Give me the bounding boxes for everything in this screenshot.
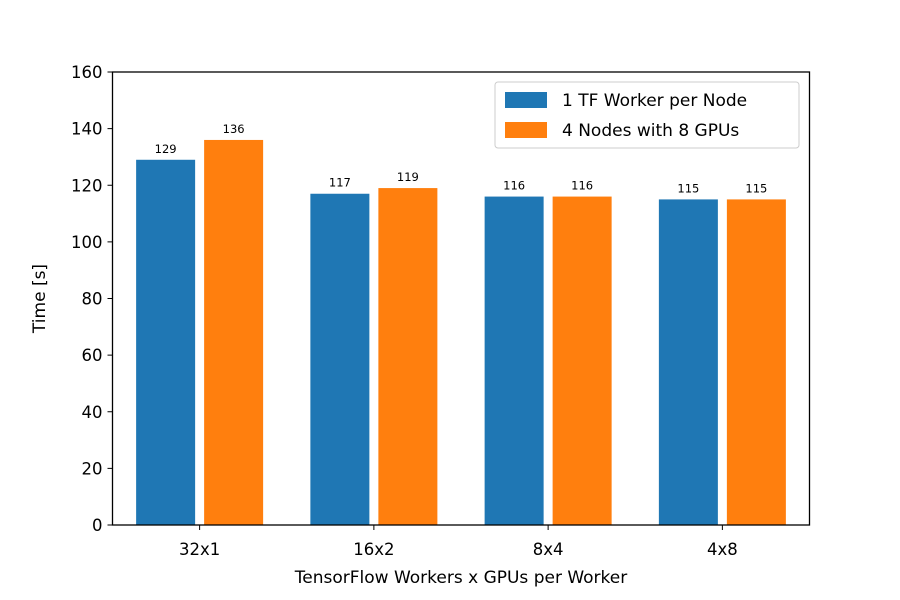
y-tick-label-100: 100	[71, 233, 103, 252]
y-tick-label-80: 80	[82, 290, 103, 309]
value-label-4x8-series-2: 115	[745, 181, 767, 195]
value-label-32x1-series-1: 129	[155, 142, 177, 156]
y-axis-label: Time [s]	[30, 264, 50, 334]
bar-32x1-series-1	[136, 159, 196, 526]
y-tick-label-60: 60	[82, 346, 103, 365]
value-label-16x2-series-1: 117	[329, 176, 351, 190]
bar-8x4-series-2	[552, 196, 612, 525]
x-tick-label-4x8: 4x8	[707, 540, 738, 559]
y-tick-label-40: 40	[82, 403, 103, 422]
legend-swatch-series-2	[505, 122, 547, 138]
y-tick-label-160: 160	[71, 63, 103, 82]
legend-label-series-1: 1 TF Worker per Node	[562, 91, 747, 111]
value-label-4x8-series-1: 115	[677, 181, 699, 195]
legend-swatch-series-1	[505, 92, 547, 108]
x-axis-label: TensorFlow Workers x GPUs per Worker	[294, 568, 627, 588]
legend-box	[494, 81, 800, 149]
value-label-8x4-series-2: 116	[571, 179, 593, 193]
x-tick-label-16x2: 16x2	[353, 540, 394, 559]
legend: 1 TF Worker per Node 4 Nodes with 8 GPUs	[494, 81, 800, 149]
value-label-32x1-series-2: 136	[223, 122, 245, 136]
y-tick-label-0: 0	[92, 516, 103, 535]
bar-8x4-series-1	[484, 196, 544, 525]
bar-4x8-series-1	[658, 199, 718, 525]
x-tick-label-8x4: 8x4	[533, 540, 564, 559]
y-tick-label-140: 140	[71, 120, 103, 139]
y-axis: 0 20 40 60 80 100 120 140 160	[71, 63, 113, 535]
bar-4x8-series-2	[726, 199, 786, 525]
bars-group	[136, 139, 786, 526]
bar-32x1-series-2	[204, 139, 264, 525]
value-label-16x2-series-2: 119	[397, 170, 419, 184]
legend-label-series-2: 4 Nodes with 8 GPUs	[562, 121, 739, 141]
x-axis: 32x1 16x2 8x4 4x8	[179, 525, 738, 559]
y-tick-label-120: 120	[71, 176, 103, 195]
value-label-8x4-series-1: 116	[503, 179, 525, 193]
y-tick-label-20: 20	[82, 459, 103, 478]
x-tick-label-32x1: 32x1	[179, 540, 220, 559]
bar-16x2-series-1	[310, 193, 370, 525]
bar-16x2-series-2	[378, 188, 438, 526]
value-labels-group: 129 136 117 119 116 116 115 115	[155, 122, 768, 195]
